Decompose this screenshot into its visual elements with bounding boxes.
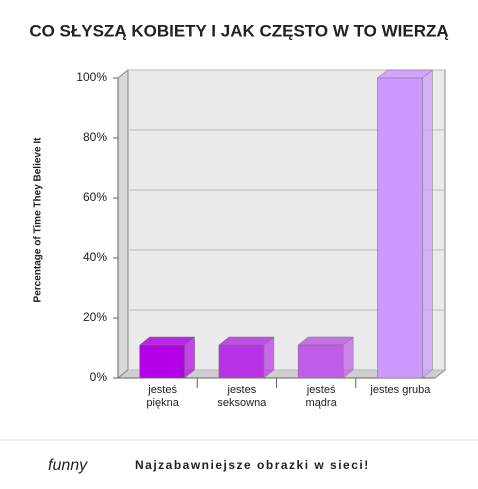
logo: funny: [48, 457, 88, 474]
bar: [139, 344, 185, 379]
bar: [377, 77, 423, 379]
bar-side: [422, 69, 433, 379]
side-wall: [117, 68, 129, 380]
x-tick-label: jesteś piękna: [146, 384, 179, 409]
y-tick-label: 0%: [90, 370, 108, 384]
y-tick-label: 40%: [83, 250, 107, 264]
chart-title: CO SŁYSZĄ KOBIETY I JAK CZĘSTO W TO WIER…: [29, 21, 448, 40]
y-tick-label: 100%: [76, 70, 107, 84]
x-tick-label: jestes seksowna: [217, 384, 267, 409]
bar: [218, 344, 265, 379]
tagline: Najzabawniejsze obrazki w sieci!: [135, 458, 370, 472]
bar-top: [138, 336, 196, 346]
bar: [297, 344, 344, 379]
y-tick-label: 80%: [83, 130, 107, 144]
y-tick-label: 20%: [83, 310, 107, 324]
bar-top: [376, 69, 434, 79]
x-tick-label: jesteś mądra: [306, 384, 338, 409]
x-tick-label: jestes gruba: [369, 384, 431, 396]
bar-top: [218, 336, 275, 346]
y-tick-label: 60%: [83, 190, 107, 204]
y-axis-label: Percentage of Time They Believe It: [33, 137, 44, 303]
bar-top: [297, 336, 354, 346]
